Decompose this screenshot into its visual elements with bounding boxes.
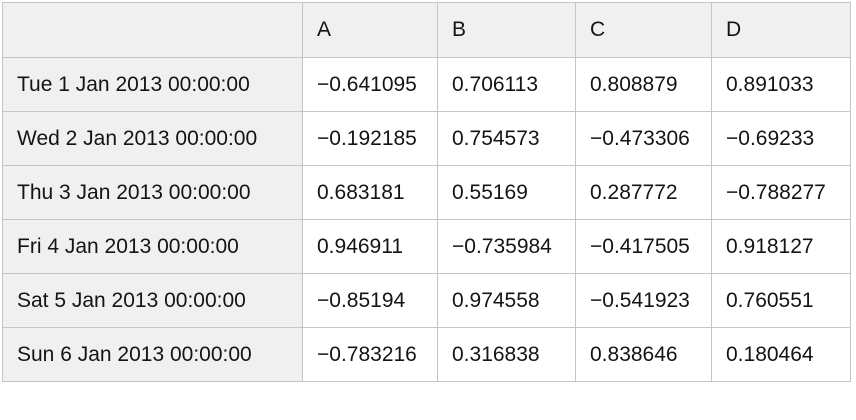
table-cell: −0.192185 bbox=[302, 111, 438, 166]
row-header: Tue 1 Jan 2013 00:00:00 bbox=[2, 57, 303, 112]
row-header: Fri 4 Jan 2013 00:00:00 bbox=[2, 219, 303, 274]
row-header: Sun 6 Jan 2013 00:00:00 bbox=[2, 327, 303, 382]
table-cell: −0.417505 bbox=[575, 219, 712, 274]
table-cell: −0.473306 bbox=[575, 111, 712, 166]
table-cell: 0.891033 bbox=[711, 57, 851, 112]
table-cell: 0.180464 bbox=[711, 327, 851, 382]
table-cell: −0.69233 bbox=[711, 111, 851, 166]
table-cell: 0.918127 bbox=[711, 219, 851, 274]
table-cell: −0.783216 bbox=[302, 327, 438, 382]
table-row: Tue 1 Jan 2013 00:00:00 −0.641095 0.7061… bbox=[2, 57, 851, 112]
table-cell: 0.808879 bbox=[575, 57, 712, 112]
table-cell: 0.287772 bbox=[575, 165, 712, 220]
table-cell: 0.316838 bbox=[437, 327, 576, 382]
table-cell: 0.683181 bbox=[302, 165, 438, 220]
table-cell: −0.788277 bbox=[711, 165, 851, 220]
column-header-b: B bbox=[437, 2, 576, 58]
table-cell: 0.838646 bbox=[575, 327, 712, 382]
table-row: Wed 2 Jan 2013 00:00:00 −0.192185 0.7545… bbox=[2, 111, 851, 166]
column-header-d: D bbox=[711, 2, 851, 58]
table-row: Fri 4 Jan 2013 00:00:00 0.946911 −0.7359… bbox=[2, 219, 851, 274]
header-row: A B C D bbox=[2, 2, 851, 58]
table-cell: 0.946911 bbox=[302, 219, 438, 274]
column-header-a: A bbox=[302, 2, 438, 58]
dataframe-table: A B C D Tue 1 Jan 2013 00:00:00 −0.64109… bbox=[2, 2, 851, 382]
row-header: Wed 2 Jan 2013 00:00:00 bbox=[2, 111, 303, 166]
table-cell: 0.974558 bbox=[437, 273, 576, 328]
row-header: Thu 3 Jan 2013 00:00:00 bbox=[2, 165, 303, 220]
table-cell: −0.541923 bbox=[575, 273, 712, 328]
table-row: Sat 5 Jan 2013 00:00:00 −0.85194 0.97455… bbox=[2, 273, 851, 328]
table-cell: 0.55169 bbox=[437, 165, 576, 220]
table-cell: −0.641095 bbox=[302, 57, 438, 112]
table-cell: 0.706113 bbox=[437, 57, 576, 112]
column-header-c: C bbox=[575, 2, 712, 58]
corner-cell bbox=[2, 2, 303, 58]
table-cell: −0.85194 bbox=[302, 273, 438, 328]
table-cell: −0.735984 bbox=[437, 219, 576, 274]
row-header: Sat 5 Jan 2013 00:00:00 bbox=[2, 273, 303, 328]
table-cell: 0.760551 bbox=[711, 273, 851, 328]
table-row: Thu 3 Jan 2013 00:00:00 0.683181 0.55169… bbox=[2, 165, 851, 220]
table-row: Sun 6 Jan 2013 00:00:00 −0.783216 0.3168… bbox=[2, 327, 851, 382]
table-cell: 0.754573 bbox=[437, 111, 576, 166]
